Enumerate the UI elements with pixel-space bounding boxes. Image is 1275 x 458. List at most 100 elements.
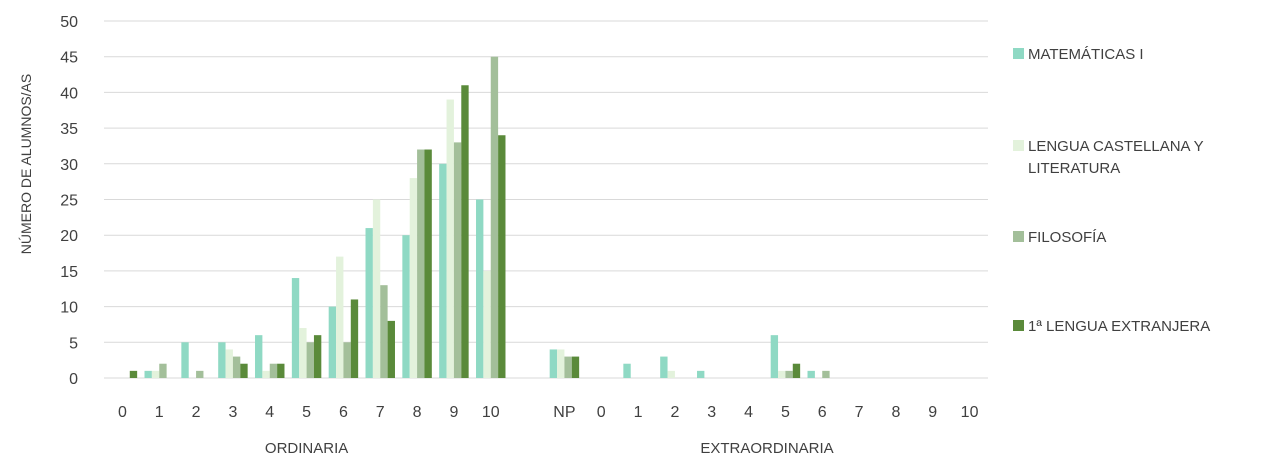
y-tick-label: 10 [60, 300, 78, 317]
x-tick-label: 8 [413, 404, 422, 421]
bar [380, 285, 388, 378]
x-tick-label: 3 [707, 404, 716, 421]
x-tick-label: 7 [855, 404, 864, 421]
bar [667, 370, 675, 378]
y-tick-label: 15 [60, 264, 78, 281]
bar [446, 99, 454, 378]
y-tick-label: 30 [60, 157, 78, 174]
x-tick-label: 9 [449, 404, 458, 421]
bar [417, 149, 425, 378]
bar [240, 363, 248, 378]
y-tick-label: 20 [60, 228, 78, 245]
y-tick-label: 0 [69, 371, 78, 388]
y-tick-label: 45 [60, 50, 78, 67]
bar [144, 370, 152, 378]
bar [328, 306, 337, 378]
legend-label-matematicas: MATEMÁTICAS I [1028, 46, 1144, 63]
bar [181, 342, 189, 378]
bar [336, 256, 344, 378]
x-axis-groups: ORDINARIA EXTRAORDINARIA [265, 440, 834, 457]
bar [557, 349, 565, 378]
bar [439, 163, 447, 378]
bar [571, 356, 580, 378]
bar [151, 370, 160, 378]
legend-label-lengua-extranjera: 1ª LENGUA EXTRANJERA [1028, 318, 1211, 335]
x-tick-label: 9 [928, 404, 937, 421]
bar [490, 56, 499, 378]
bar [476, 199, 484, 378]
bar [424, 149, 432, 378]
bar [262, 370, 270, 378]
x-tick-label: 6 [339, 404, 348, 421]
x-tick-label: 2 [192, 404, 201, 421]
legend-label-lengua-castellana: LENGUA CASTELLANA Y LITERATURA [1028, 138, 1204, 177]
bar [299, 328, 307, 378]
x-tick-label: 5 [781, 404, 790, 421]
bar [785, 370, 793, 378]
y-tick-label: 40 [60, 85, 78, 102]
bar [387, 320, 395, 378]
bar [255, 335, 263, 378]
bar [778, 370, 786, 378]
legend-item-filosofia: FILOSOFÍA [1013, 227, 1273, 249]
bar [660, 356, 668, 378]
bar [564, 356, 572, 378]
x-tick-label: 4 [265, 404, 274, 421]
x-tick-label: 4 [744, 404, 753, 421]
x-tick-label: 1 [634, 404, 643, 421]
bar [232, 356, 241, 378]
bar [807, 370, 815, 378]
x-group-label: ORDINARIA [265, 440, 348, 457]
legend-item-matematicas: MATEMÁTICAS I [1013, 44, 1273, 66]
x-tick-label: NP [553, 404, 575, 421]
bar [770, 335, 779, 378]
bar [461, 85, 469, 378]
bar [498, 135, 506, 378]
legend-swatch-matematicas [1013, 48, 1024, 59]
bar [306, 342, 314, 378]
bar [269, 363, 278, 378]
y-tick-label: 25 [60, 193, 78, 210]
gridlines [104, 20, 988, 379]
bar [277, 363, 285, 378]
bar [409, 178, 418, 378]
bar [159, 363, 167, 378]
bar [372, 199, 381, 378]
x-tick-label: 10 [961, 404, 979, 421]
bar [313, 335, 322, 378]
x-tick-label: 7 [376, 404, 385, 421]
x-group-label: EXTRAORDINARIA [700, 440, 833, 457]
x-tick-label: 0 [597, 404, 606, 421]
bar [129, 370, 138, 378]
bar [291, 278, 300, 378]
x-tick-label: 1 [155, 404, 164, 421]
bar [196, 370, 204, 378]
x-tick-label: 8 [891, 404, 900, 421]
bar [483, 270, 491, 378]
y-axis-ticks: 0 5 10 15 20 25 30 35 40 45 50 [60, 14, 78, 388]
legend-swatch-lengua-extranjera [1013, 320, 1024, 331]
bar [549, 349, 558, 378]
bar [402, 235, 410, 378]
bar [822, 370, 830, 378]
legend-label-filosofia: FILOSOFÍA [1028, 229, 1107, 246]
bar [453, 142, 462, 378]
bars [129, 56, 830, 378]
legend-swatch-filosofia [1013, 231, 1024, 242]
y-tick-label: 50 [60, 14, 78, 31]
x-tick-label: 10 [482, 404, 500, 421]
legend-item-lengua-extranjera: 1ª LENGUA EXTRANJERA [1013, 316, 1273, 338]
bar [623, 363, 631, 378]
x-tick-label: 3 [228, 404, 237, 421]
legend-swatch-lengua-castellana [1013, 140, 1024, 151]
bar [697, 370, 705, 378]
x-tick-label: 5 [302, 404, 311, 421]
bar [792, 363, 801, 378]
bar [225, 349, 233, 378]
x-tick-label: 0 [118, 404, 127, 421]
legend: MATEMÁTICAS I LENGUA CASTELLANA Y LITERA… [1013, 0, 1275, 458]
x-axis-ticks: 0 1 2 3 4 5 6 7 8 9 10 NP 0 1 2 3 4 5 6 7 8 9 10 [118, 404, 979, 421]
y-tick-label: 35 [60, 121, 78, 138]
bar [218, 342, 226, 378]
